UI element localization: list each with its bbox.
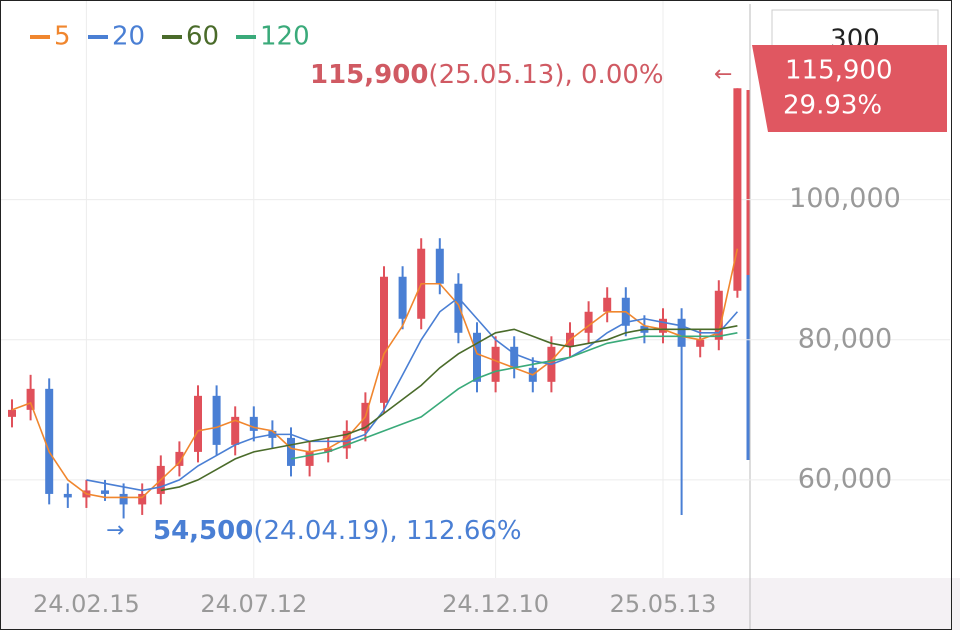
ma-line [11, 248, 739, 499]
candle-body [491, 346, 500, 382]
frame [0, 0, 952, 630]
x-tick-label: 24.02.15 [33, 590, 140, 618]
legend-label: 120 [260, 22, 310, 52]
candle-body [8, 409, 16, 417]
low-arrow: → [106, 518, 124, 543]
candle-body [584, 311, 593, 333]
candle-body [677, 318, 686, 347]
legend-label: 60 [186, 22, 219, 52]
price-tag [752, 45, 947, 132]
candle-body [26, 388, 35, 410]
candle-body [305, 451, 314, 466]
low-annotation: 54,500(24.04.19), 112.66% [153, 516, 522, 546]
candle-body [212, 395, 221, 445]
high-price: 115,900 [310, 60, 428, 90]
candle-body [696, 339, 705, 347]
candle-body [101, 490, 109, 494]
candle-body [510, 346, 519, 368]
candle-body [454, 283, 463, 333]
candle-body [733, 88, 742, 291]
candle-body [659, 318, 667, 333]
ma-line [290, 332, 738, 460]
candle-body [380, 276, 388, 403]
candle-body [194, 395, 202, 452]
x-tick-label: 24.07.12 [200, 590, 307, 618]
candle-body [324, 448, 333, 452]
candle-body [45, 388, 54, 494]
candle-body [175, 451, 184, 466]
candle-body [714, 290, 723, 340]
low-price: 54,500 [153, 516, 253, 546]
ma-line [86, 296, 738, 492]
high-arrow: ← [714, 62, 732, 87]
candle-body [342, 430, 351, 449]
y-tick-label: 80,000 [798, 323, 892, 354]
price-tag-price: 115,900 [785, 56, 893, 86]
candle-body [119, 493, 128, 505]
high-annotation: 115,900(25.05.13), 0.00% [310, 60, 664, 90]
legend-label: 20 [112, 22, 145, 52]
price-tag-change: 29.93% [783, 91, 882, 121]
candle-body [287, 437, 295, 466]
candle-body [473, 332, 481, 382]
candle-body [138, 493, 147, 505]
candle-body [249, 416, 258, 431]
low-detail: (24.04.19), 112.66% [253, 516, 521, 546]
high-detail: (25.05.13), 0.00% [428, 60, 663, 90]
x-tick-label: 24.12.10 [442, 590, 549, 618]
candle-body [398, 276, 407, 319]
candle-body [603, 297, 612, 312]
x-axis-band [0, 578, 960, 630]
x-tick-label: 25.05.13 [610, 590, 717, 618]
candle-body [435, 248, 444, 284]
legend-label: 5 [54, 22, 71, 52]
candle-body [63, 493, 72, 498]
candle-body [231, 416, 240, 445]
ma-line [160, 324, 738, 492]
y-tick-label: 60,000 [798, 463, 892, 494]
y-tick-label: 100,000 [789, 183, 901, 214]
